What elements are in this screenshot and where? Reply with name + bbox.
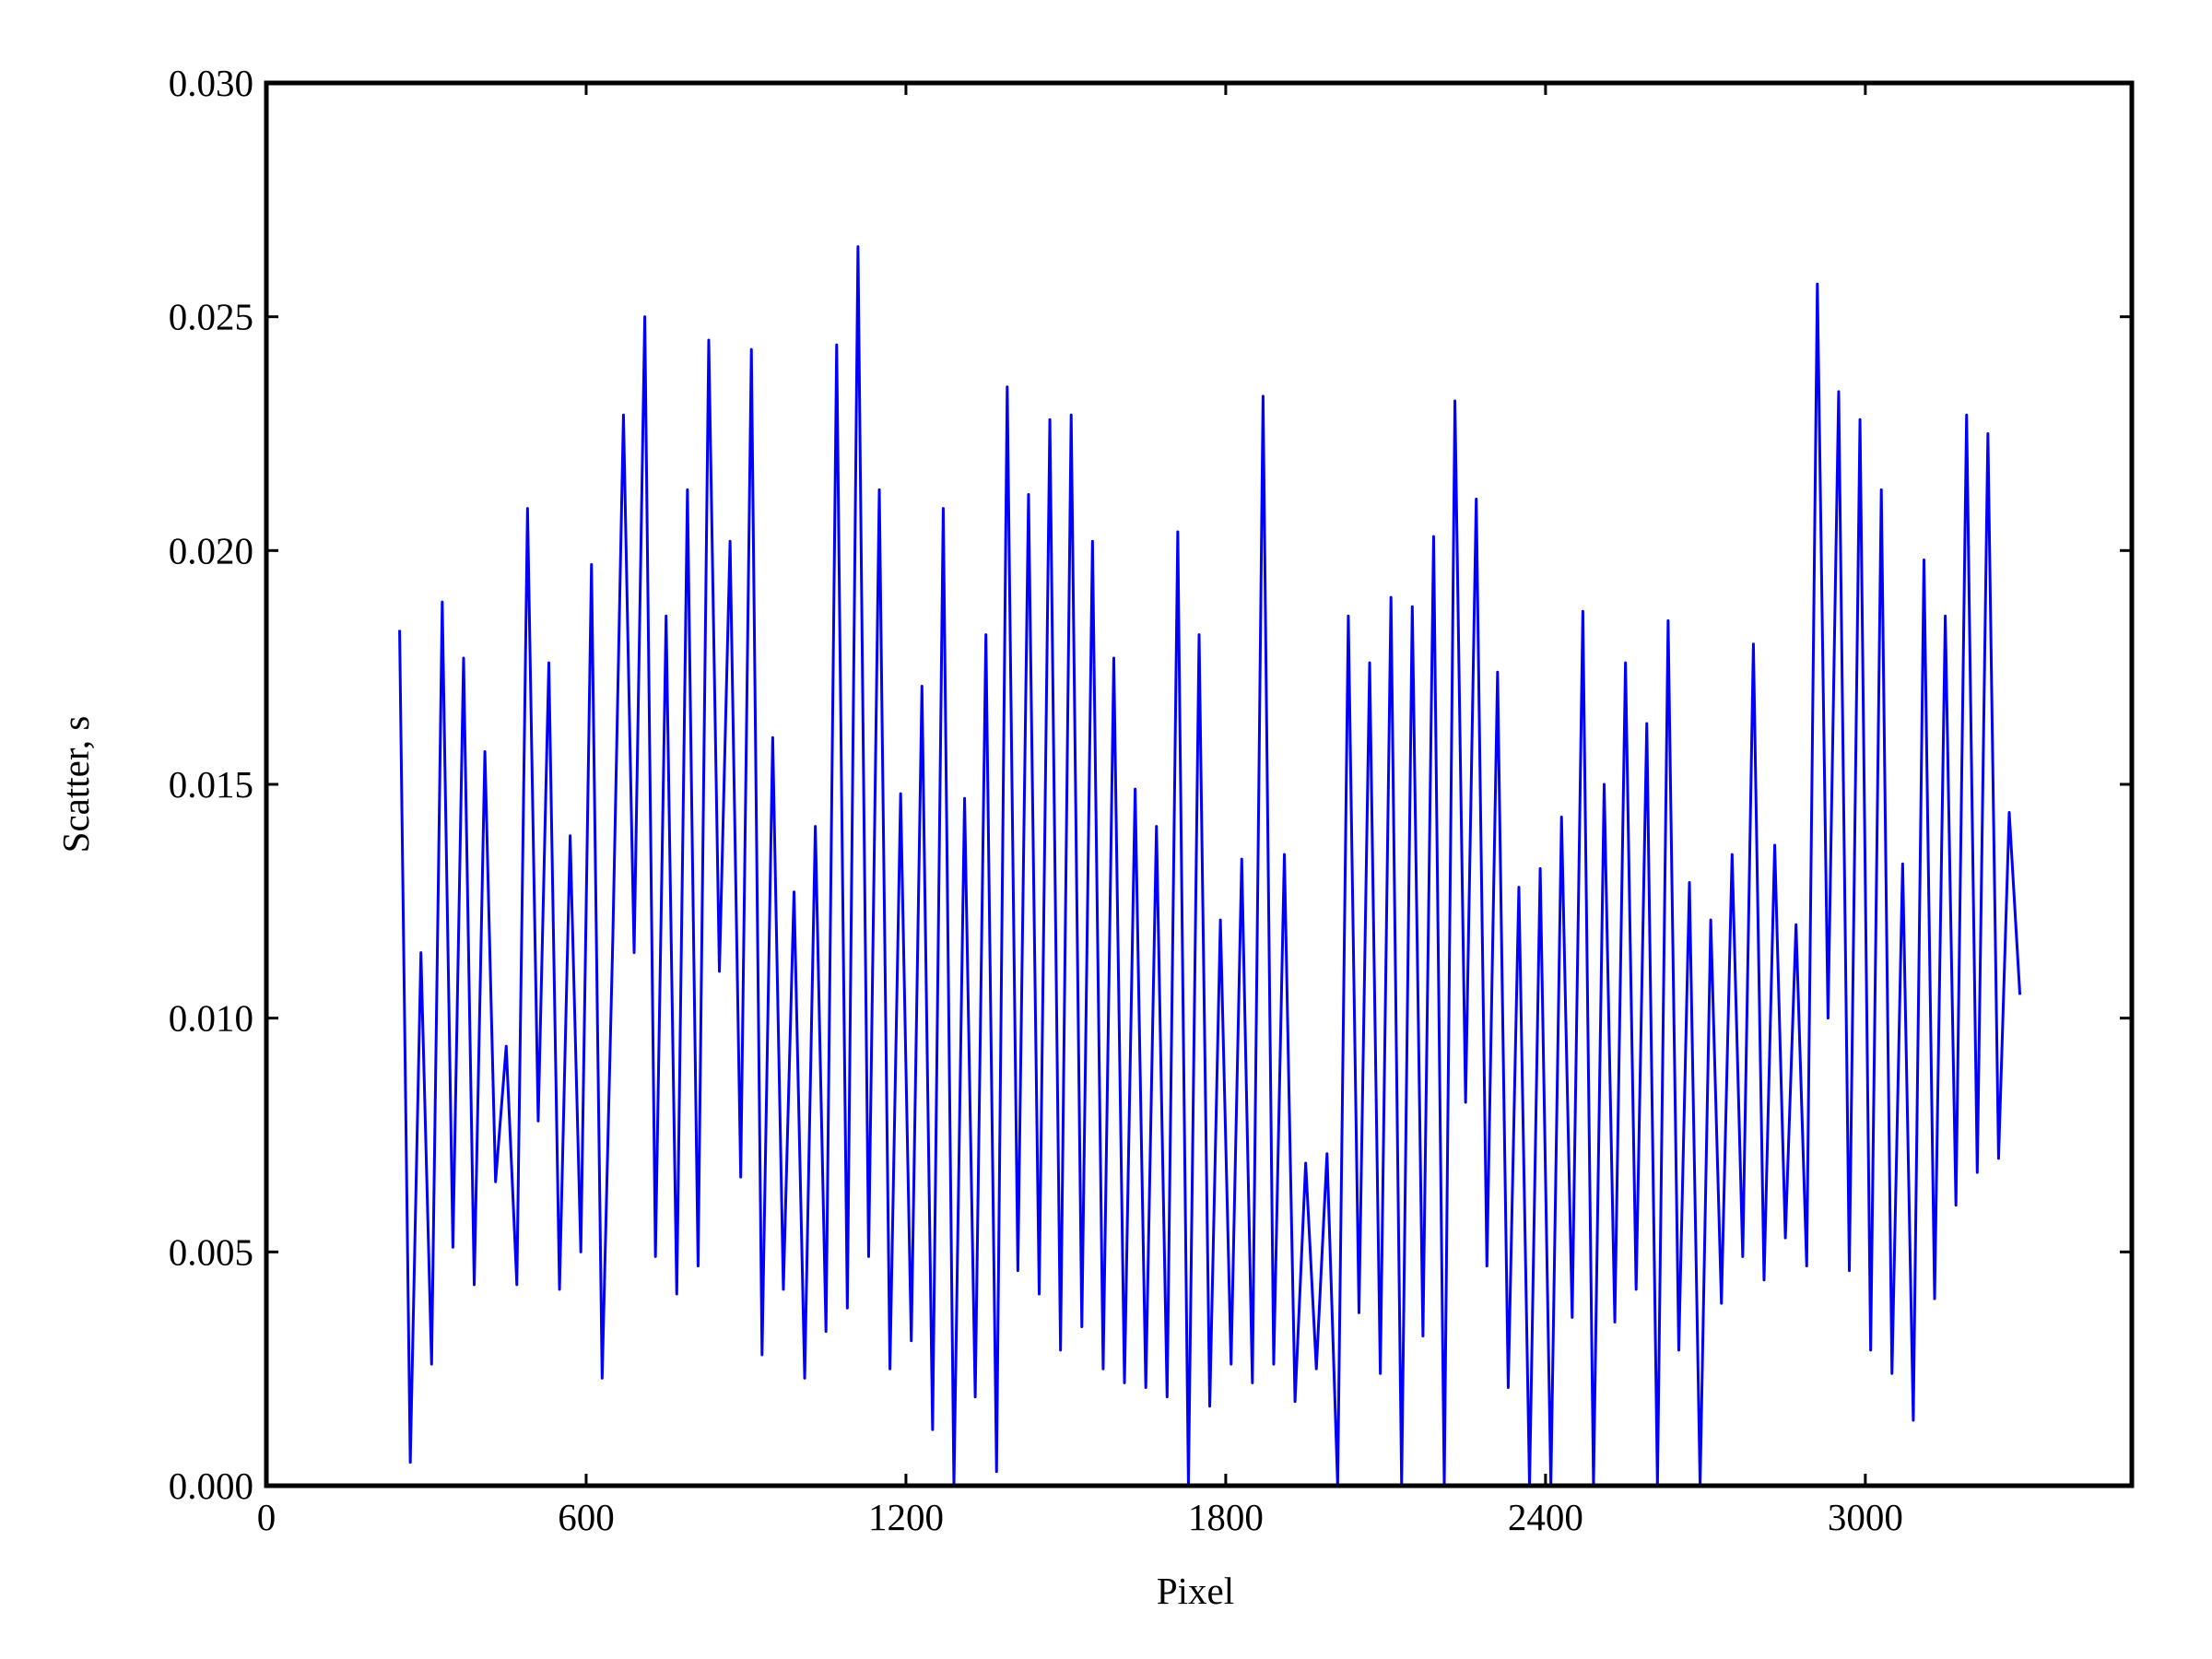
x-axis-label: Pixel (1157, 1570, 1234, 1612)
x-tick-label: 600 (558, 1496, 615, 1538)
y-tick-label: 0.010 (169, 997, 253, 1040)
y-tick-label: 0.025 (169, 296, 253, 338)
y-tick-label: 0.030 (169, 62, 253, 104)
y-tick-label: 0.000 (169, 1465, 253, 1507)
y-tick-label: 0.020 (169, 529, 253, 571)
y-tick-label: 0.005 (169, 1230, 253, 1273)
y-tick-label: 0.015 (169, 763, 253, 806)
x-tick-label: 3000 (1828, 1496, 1903, 1538)
x-tick-label: 1800 (1188, 1496, 1264, 1538)
y-axis-label: Scatter, s (54, 716, 97, 853)
x-tick-label: 1200 (868, 1496, 944, 1538)
data-line (398, 245, 2022, 1488)
plot-frame (264, 80, 2135, 1488)
x-tick-label: 0 (257, 1496, 276, 1538)
x-tick-label: 2400 (1508, 1496, 1583, 1538)
